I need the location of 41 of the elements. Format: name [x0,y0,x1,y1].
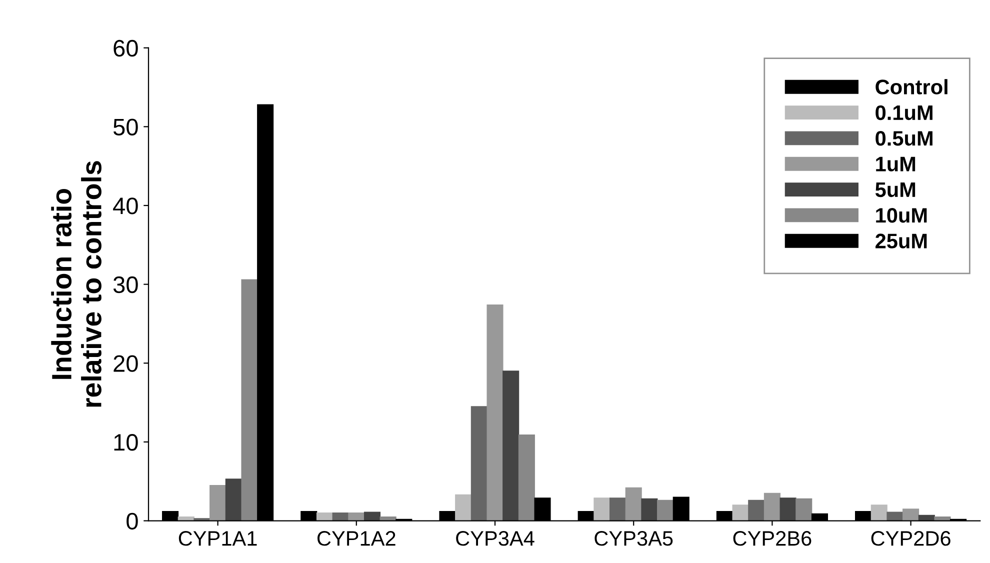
x-tick-label: CYP3A5 [594,531,673,546]
y-tick-label: 60 [114,40,138,57]
bar [518,434,535,521]
y-axis-title: Induction ratio relative to controls [51,161,102,407]
y-tick-label: 0 [126,512,138,530]
bar [625,487,642,521]
bar [748,500,765,521]
bar [902,508,920,521]
bar [502,370,520,521]
bar [780,498,796,521]
bar [796,498,812,521]
x-tick-label: CYP2B6 [733,531,812,546]
legend-label: Control [876,79,948,94]
legend-label: 10uM [876,208,927,223]
legend-label: 25uM [876,234,927,248]
x-tick-label: CYP3A4 [456,531,534,546]
legend-label: 5uM [875,182,916,198]
x-tick-label: CYP1A1 [178,531,257,546]
bar [241,279,258,521]
bar [486,304,504,521]
y-tick-label: 30 [113,276,138,294]
bar [732,504,749,521]
bar [594,498,610,521]
bar [764,492,780,521]
y-tick-label: 20 [114,355,138,372]
y-tick-label: 10 [114,434,138,451]
bar [657,500,674,521]
bar [225,478,242,521]
y-tick-label: 40 [113,198,138,214]
legend-label: 0.5uM [876,130,932,146]
legend-label: 1uM [876,156,916,172]
bar [455,494,472,521]
bar [641,498,658,521]
x-tick-label: CYP2D6 [871,531,950,546]
bar [210,484,226,521]
bar [870,504,888,521]
y-tick-label: 50 [113,118,138,136]
legend-label: 0.1uM [876,105,932,120]
x-tick-label: CYP1A2 [318,531,396,546]
bar [609,498,626,521]
bar [470,406,488,521]
